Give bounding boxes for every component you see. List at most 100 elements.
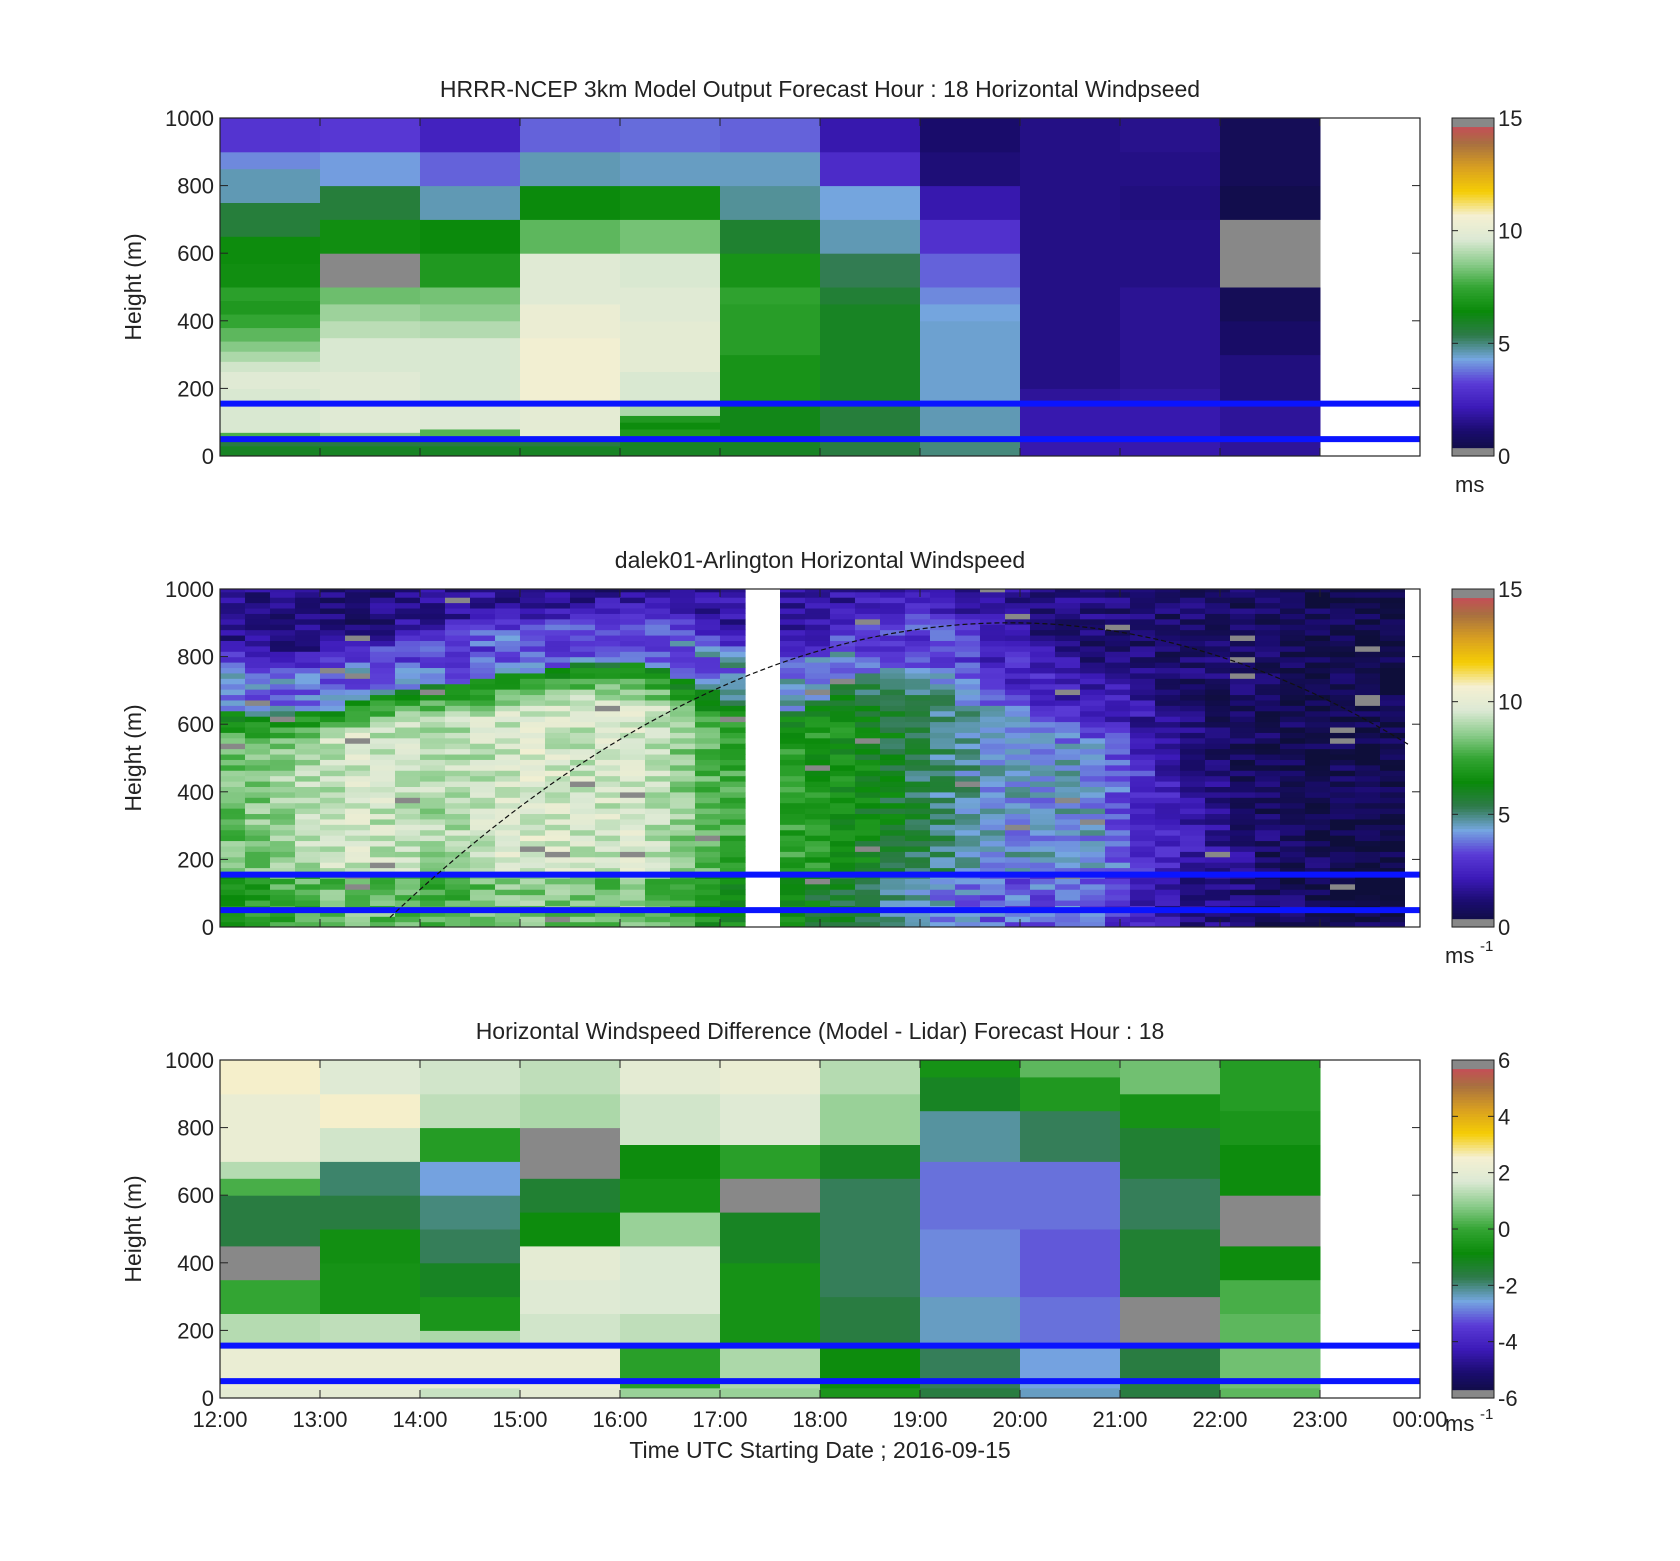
heat-cell — [445, 591, 471, 598]
heat-cell — [420, 667, 446, 674]
heat-cell — [620, 624, 646, 631]
heat-cell — [395, 889, 421, 896]
heat-cell — [445, 710, 471, 717]
heat-cell — [1030, 856, 1056, 863]
heat-cell — [1030, 759, 1056, 766]
heat-cell — [1305, 797, 1331, 804]
heat-cell — [1205, 808, 1231, 815]
heat-cell — [1055, 791, 1081, 798]
heat-cell — [980, 634, 1006, 641]
colorbar-swatch — [1452, 634, 1494, 638]
heat-cell — [955, 797, 981, 804]
heat-cell — [420, 694, 446, 701]
heat-cell — [520, 699, 546, 706]
heat-cell — [1005, 721, 1031, 728]
heat-cell — [220, 737, 246, 744]
heat-cell — [545, 640, 571, 647]
heat-cell — [545, 824, 571, 831]
heat-cell — [320, 597, 346, 604]
colorbar-swatch — [1452, 1206, 1494, 1210]
heat-cell — [520, 656, 546, 663]
heat-cell — [520, 840, 546, 847]
heat-cell — [880, 889, 906, 896]
heat-cell — [1005, 910, 1031, 917]
heat-cell — [295, 780, 321, 787]
heat-cell — [720, 802, 746, 809]
heat-cell — [495, 640, 521, 647]
heat-cell — [1330, 889, 1356, 896]
colorbar-swatch — [1452, 360, 1494, 364]
heat-cell — [830, 818, 856, 825]
colorbar-swatch — [1452, 1099, 1494, 1103]
heat-cell — [830, 678, 856, 685]
heat-cell — [830, 705, 856, 712]
heat-cell — [855, 591, 881, 598]
heat-cell — [1255, 845, 1281, 852]
heat-cell — [495, 916, 521, 923]
heat-cell — [1280, 716, 1306, 723]
heat-cell — [670, 770, 696, 777]
heat-cell — [1355, 770, 1381, 777]
heat-cell — [930, 624, 956, 631]
heat-cell — [670, 802, 696, 809]
heat-cell — [270, 699, 296, 706]
heat-cell — [570, 764, 596, 771]
colorbar-swatch — [1452, 876, 1494, 880]
heat-cell — [520, 645, 546, 652]
heat-cell — [245, 678, 271, 685]
colorbar-swatch — [1452, 1288, 1494, 1292]
heat-cell — [1080, 856, 1106, 863]
heat-cell — [320, 856, 346, 863]
heat-cell — [570, 835, 596, 842]
heat-cell — [595, 748, 621, 755]
heat-cell — [855, 921, 881, 927]
heat-cell — [1220, 185, 1321, 220]
heat-cell — [1205, 640, 1231, 647]
heat-cell — [695, 640, 721, 647]
heat-cell — [420, 845, 446, 852]
heat-cell — [855, 716, 881, 723]
heat-cell — [830, 910, 856, 917]
colorbar-swatch — [1452, 1082, 1494, 1086]
heat-cell — [270, 786, 296, 793]
heat-cell — [370, 775, 396, 782]
heat-cell — [980, 710, 1006, 717]
heat-cell — [1105, 748, 1131, 755]
chart-title-model: HRRR-NCEP 3km Model Output Forecast Hour… — [440, 76, 1200, 102]
heat-cell — [245, 721, 271, 728]
heat-cell — [420, 732, 446, 739]
heat-cell — [645, 797, 671, 804]
colorbar-swatch — [1452, 1212, 1494, 1216]
heat-cell — [1280, 770, 1306, 777]
colorbar-swatch — [1452, 704, 1494, 708]
heat-cell — [820, 1296, 921, 1348]
heat-cell — [1130, 634, 1156, 641]
heat-cell — [830, 613, 856, 620]
heat-cell — [645, 645, 671, 652]
heat-cell — [595, 883, 621, 890]
heat-cell — [295, 634, 321, 641]
colorbar-swatch — [1452, 326, 1494, 330]
colorbar-swatch — [1452, 1102, 1494, 1106]
heat-cell — [670, 899, 696, 906]
heat-cell — [695, 878, 721, 885]
heat-cell — [1230, 726, 1256, 733]
heat-cell — [820, 1144, 921, 1179]
heat-cell — [495, 791, 521, 798]
colorbar-swatch — [1452, 1279, 1494, 1284]
heat-cell — [780, 791, 806, 798]
heat-cell — [905, 699, 931, 706]
heat-cell — [545, 894, 571, 901]
heat-cell — [670, 640, 696, 647]
heat-cell — [370, 759, 396, 766]
heat-cell — [1130, 840, 1156, 847]
heat-cell — [595, 791, 621, 798]
heat-cell — [470, 699, 496, 706]
colorbar-swatch — [1452, 453, 1494, 457]
heat-cell — [395, 921, 421, 927]
colorbar-swatch — [1452, 301, 1494, 305]
heat-cell — [320, 808, 346, 815]
colorbar-swatch — [1452, 1074, 1494, 1078]
heat-cell — [695, 624, 721, 631]
heat-cell — [930, 716, 956, 723]
